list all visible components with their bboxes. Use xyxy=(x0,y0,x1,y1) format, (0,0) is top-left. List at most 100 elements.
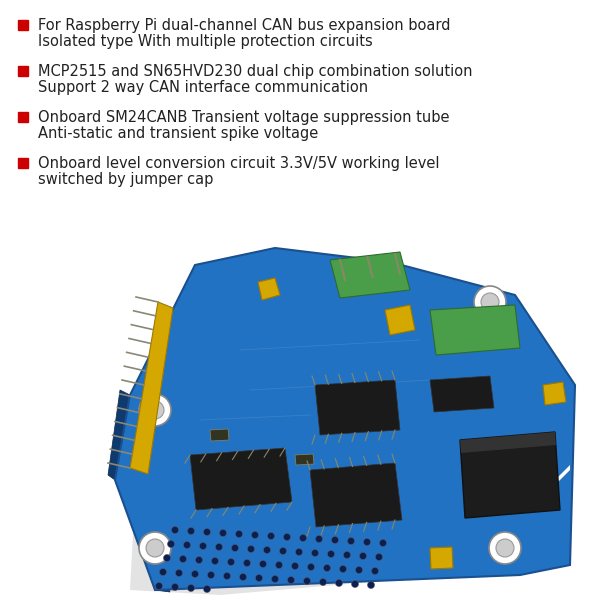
Polygon shape xyxy=(430,376,494,412)
Polygon shape xyxy=(543,382,566,405)
Text: MCP2515 and SN65HVD230 dual chip combination solution: MCP2515 and SN65HVD230 dual chip combina… xyxy=(38,64,473,79)
Circle shape xyxy=(203,586,211,593)
Circle shape xyxy=(172,583,179,590)
Circle shape xyxy=(139,394,171,426)
Circle shape xyxy=(139,532,171,564)
Circle shape xyxy=(376,553,383,560)
Bar xyxy=(18,158,28,168)
Circle shape xyxy=(146,539,164,557)
Circle shape xyxy=(256,575,263,581)
Circle shape xyxy=(220,529,227,536)
Circle shape xyxy=(187,527,194,535)
Circle shape xyxy=(244,559,251,566)
Circle shape xyxy=(260,560,266,568)
Circle shape xyxy=(352,581,359,587)
Polygon shape xyxy=(190,448,292,510)
Circle shape xyxy=(223,572,230,580)
Circle shape xyxy=(163,554,170,562)
Circle shape xyxy=(323,565,331,571)
Circle shape xyxy=(292,563,299,569)
Circle shape xyxy=(287,577,295,583)
Circle shape xyxy=(489,532,521,564)
Circle shape xyxy=(328,551,335,557)
Circle shape xyxy=(268,533,275,539)
Circle shape xyxy=(481,293,499,311)
Circle shape xyxy=(212,557,218,565)
Circle shape xyxy=(347,538,355,545)
Circle shape xyxy=(280,547,287,554)
Polygon shape xyxy=(315,380,400,435)
Circle shape xyxy=(343,551,350,559)
Polygon shape xyxy=(545,465,570,495)
Circle shape xyxy=(371,568,379,575)
Circle shape xyxy=(160,569,167,575)
Circle shape xyxy=(311,550,319,557)
Polygon shape xyxy=(310,463,402,527)
Circle shape xyxy=(355,566,362,574)
Circle shape xyxy=(299,535,307,541)
Polygon shape xyxy=(460,432,556,453)
Text: Isolated type With multiple protection circuits: Isolated type With multiple protection c… xyxy=(38,34,373,49)
Circle shape xyxy=(172,527,179,533)
Circle shape xyxy=(155,583,163,589)
Polygon shape xyxy=(115,480,170,592)
Polygon shape xyxy=(460,432,560,518)
Circle shape xyxy=(331,536,338,544)
Polygon shape xyxy=(295,454,314,465)
Polygon shape xyxy=(130,268,575,595)
Circle shape xyxy=(304,577,311,584)
Text: Support 2 way CAN interface communication: Support 2 way CAN interface communicatio… xyxy=(38,80,368,95)
Polygon shape xyxy=(258,278,280,300)
Polygon shape xyxy=(385,305,415,335)
Circle shape xyxy=(179,556,187,563)
Polygon shape xyxy=(108,390,130,480)
Polygon shape xyxy=(130,302,173,474)
Polygon shape xyxy=(210,429,229,441)
Circle shape xyxy=(367,581,374,589)
Circle shape xyxy=(380,539,386,547)
Circle shape xyxy=(335,580,343,587)
Circle shape xyxy=(239,574,247,581)
Circle shape xyxy=(364,539,371,545)
Circle shape xyxy=(215,544,223,551)
Circle shape xyxy=(203,529,211,535)
Circle shape xyxy=(474,286,506,318)
Circle shape xyxy=(227,559,235,565)
Circle shape xyxy=(187,584,194,592)
Circle shape xyxy=(316,535,323,542)
Circle shape xyxy=(248,545,254,553)
Circle shape xyxy=(199,542,206,550)
Circle shape xyxy=(275,562,283,569)
Text: For Raspberry Pi dual-channel CAN bus expansion board: For Raspberry Pi dual-channel CAN bus ex… xyxy=(38,18,451,33)
Bar xyxy=(18,112,28,122)
Circle shape xyxy=(167,541,175,547)
Circle shape xyxy=(191,571,199,577)
Text: Onboard level conversion circuit 3.3V/5V working level: Onboard level conversion circuit 3.3V/5V… xyxy=(38,156,439,171)
Circle shape xyxy=(232,545,239,551)
Circle shape xyxy=(184,541,191,548)
Polygon shape xyxy=(115,248,575,590)
Circle shape xyxy=(196,557,203,563)
Circle shape xyxy=(284,533,290,541)
Text: Onboard SM24CANB Transient voltage suppression tube: Onboard SM24CANB Transient voltage suppr… xyxy=(38,110,449,125)
Circle shape xyxy=(496,539,514,557)
Circle shape xyxy=(208,571,215,578)
Circle shape xyxy=(263,547,271,553)
Polygon shape xyxy=(430,547,453,569)
Circle shape xyxy=(146,401,164,419)
Circle shape xyxy=(320,578,326,586)
Circle shape xyxy=(251,532,259,539)
Bar xyxy=(18,66,28,76)
Polygon shape xyxy=(330,252,410,298)
Circle shape xyxy=(340,565,347,572)
Circle shape xyxy=(359,553,367,559)
Circle shape xyxy=(235,530,242,538)
Bar xyxy=(18,20,28,30)
Circle shape xyxy=(176,569,182,577)
Text: Anti-static and transient spike voltage: Anti-static and transient spike voltage xyxy=(38,126,318,141)
Circle shape xyxy=(308,563,314,571)
Circle shape xyxy=(271,575,278,583)
Text: switched by jumper cap: switched by jumper cap xyxy=(38,172,214,187)
Circle shape xyxy=(296,548,302,556)
Polygon shape xyxy=(430,305,520,355)
